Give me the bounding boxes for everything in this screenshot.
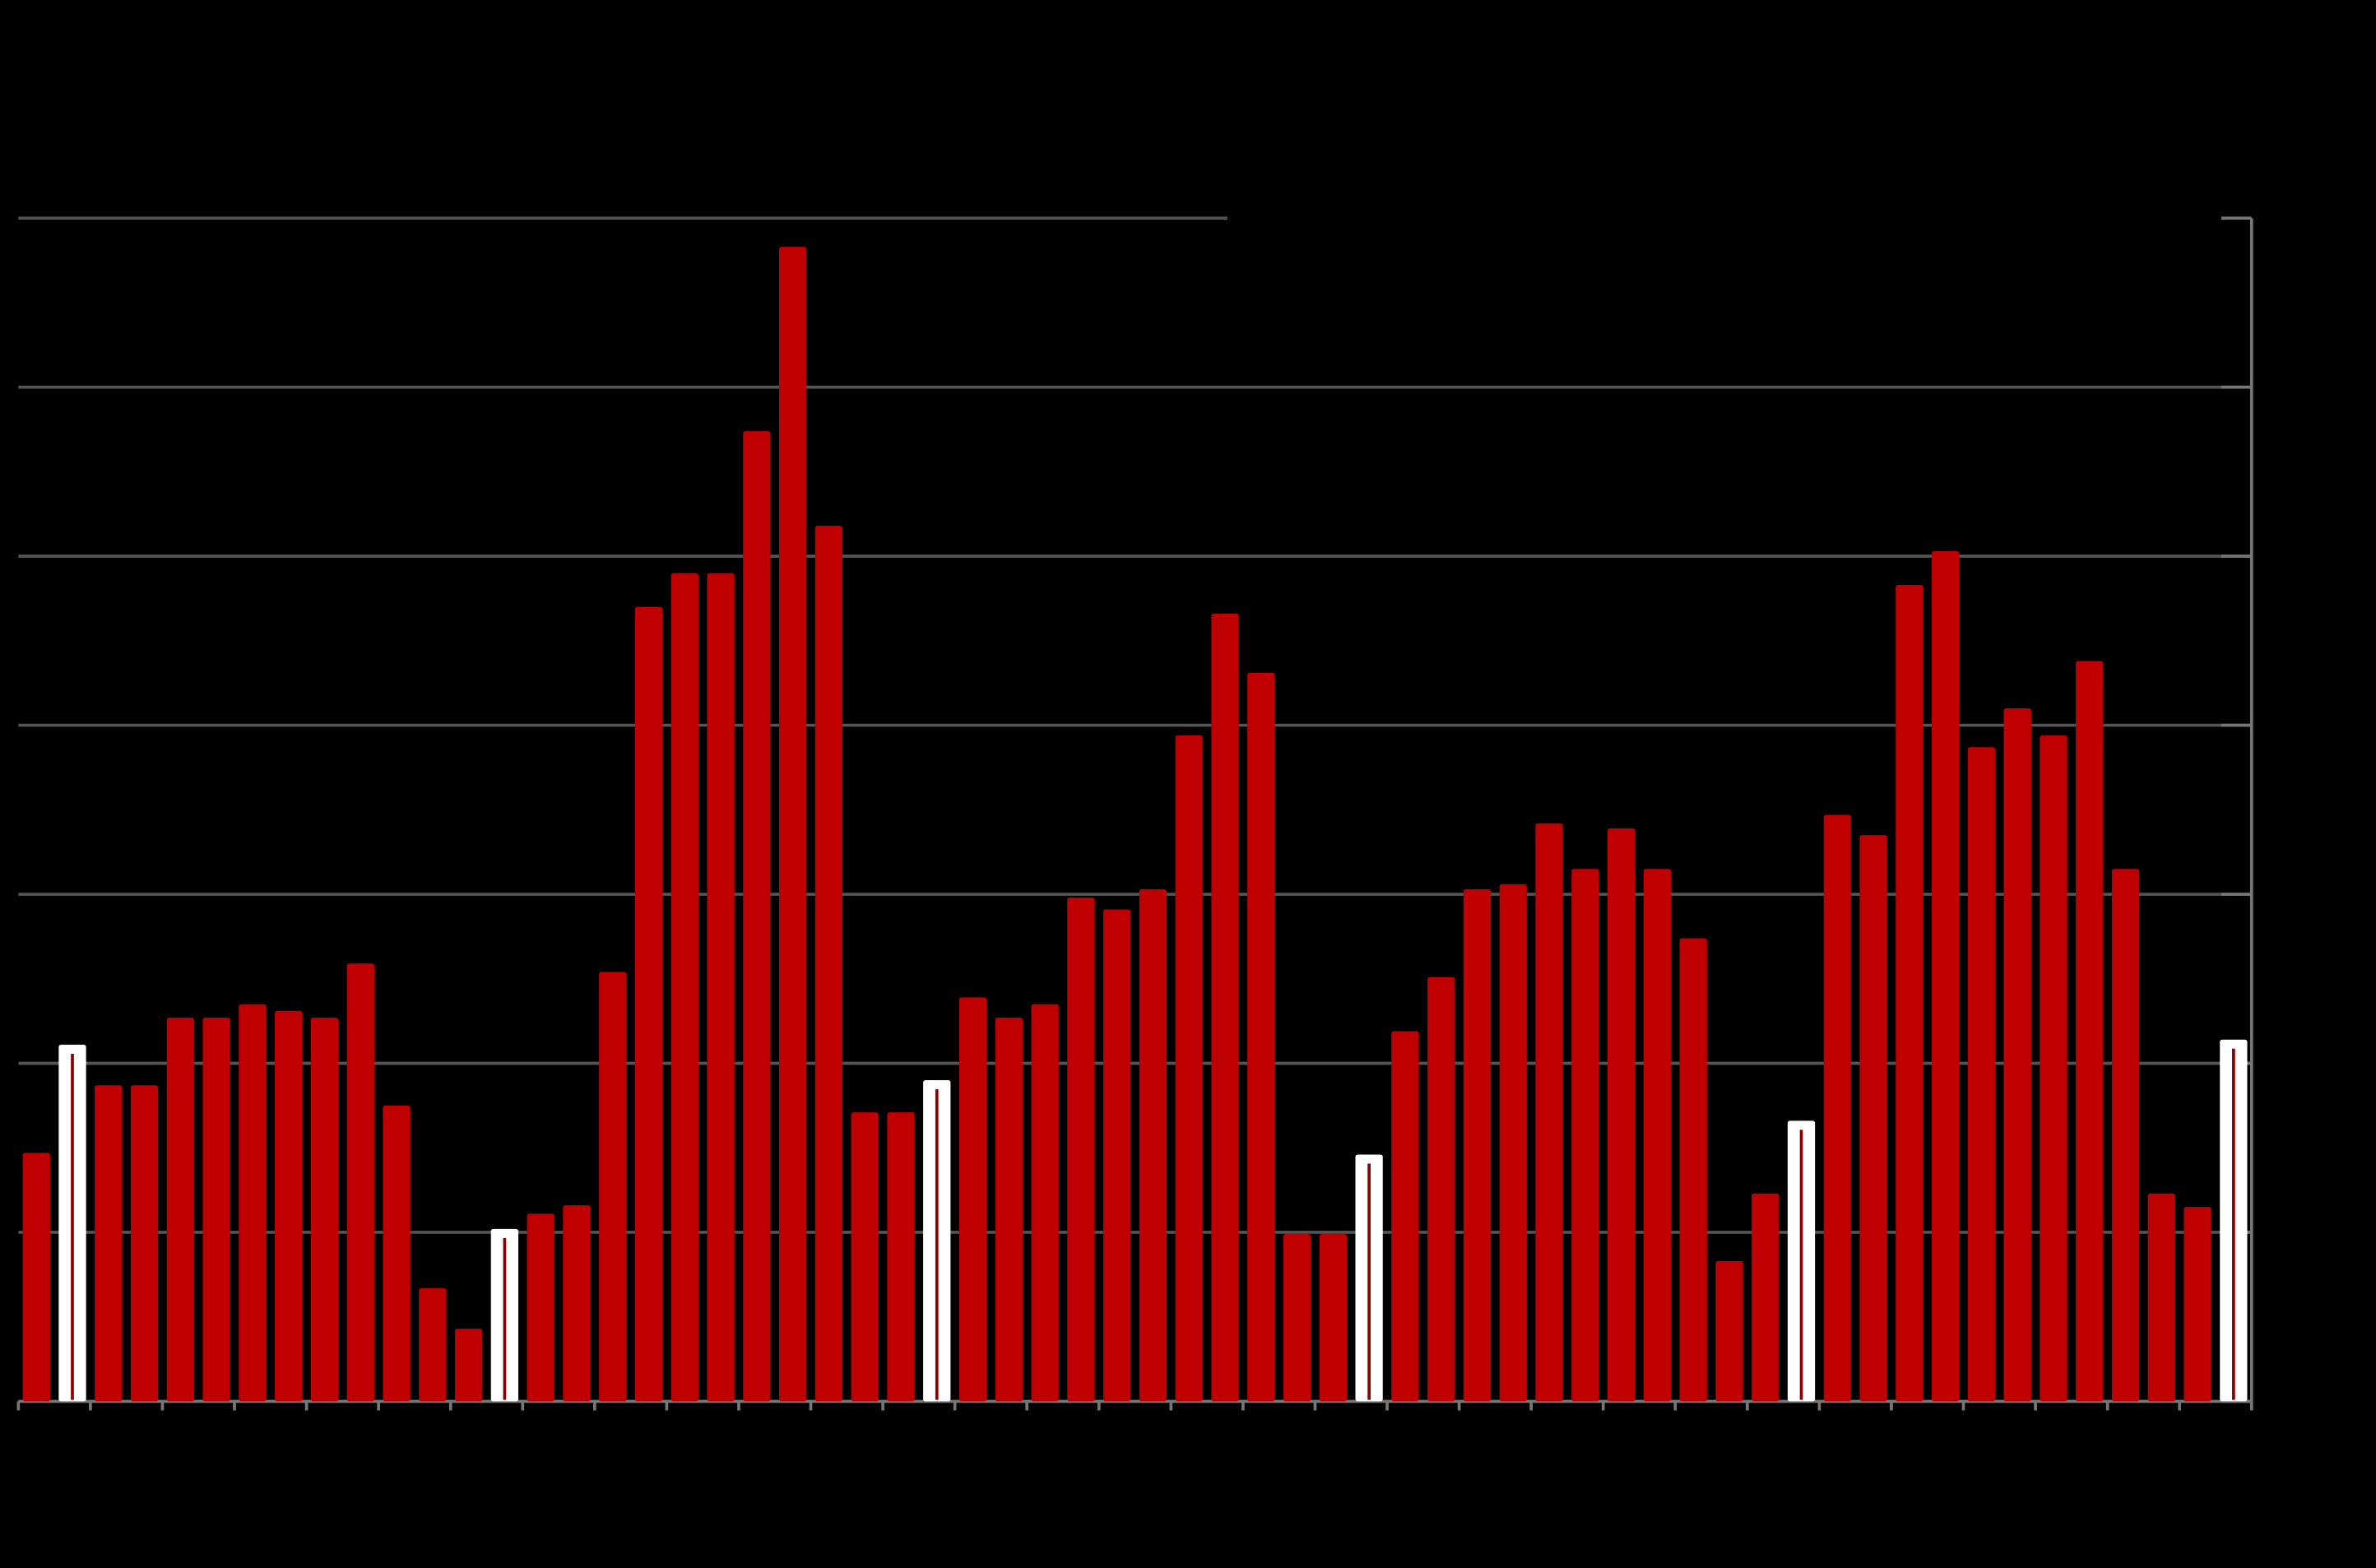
bar	[814, 526, 843, 1402]
bar	[634, 606, 663, 1402]
bar	[958, 997, 987, 1402]
bar	[383, 1105, 411, 1402]
bar	[2040, 735, 2067, 1402]
bar	[22, 1153, 50, 1402]
y-tick-label: 6	[2263, 374, 2275, 397]
bar	[419, 1287, 447, 1402]
bar	[1752, 1193, 1780, 1402]
bar	[995, 1018, 1023, 1402]
y-tick-label: 3	[2263, 882, 2275, 905]
bar	[1823, 814, 1851, 1402]
bar	[202, 1018, 230, 1402]
bar	[851, 1112, 879, 1402]
bar	[2003, 708, 2031, 1402]
bar	[1607, 828, 1636, 1402]
y-tick-label: 7	[2263, 206, 2275, 229]
bar	[1859, 835, 1887, 1402]
bar	[1283, 1234, 1311, 1402]
bar	[887, 1112, 915, 1402]
bar	[130, 1085, 159, 1402]
bar	[1139, 888, 1167, 1402]
bar	[1571, 869, 1599, 1402]
bar	[239, 1004, 267, 1402]
bar	[1103, 909, 1131, 1402]
bar	[454, 1329, 483, 1402]
bar	[1031, 1004, 1059, 1402]
bar	[95, 1085, 123, 1402]
bar	[1175, 735, 1203, 1402]
bar	[671, 573, 698, 1402]
bar	[2111, 869, 2140, 1402]
bar	[2076, 661, 2104, 1402]
bar	[1463, 888, 1492, 1402]
y-tick-label: 2	[2263, 1051, 2275, 1074]
bar	[1391, 1031, 1419, 1402]
bar	[1499, 884, 1527, 1402]
bar	[1679, 938, 1707, 1402]
bar	[743, 431, 771, 1402]
bar	[563, 1205, 591, 1402]
bar	[2183, 1207, 2211, 1402]
bar	[2147, 1193, 2175, 1402]
bar	[778, 247, 807, 1402]
bar	[1715, 1260, 1743, 1402]
bar	[1247, 672, 1275, 1402]
bar	[275, 1010, 303, 1402]
bar	[1896, 585, 1924, 1402]
y-tick-label: 1	[2263, 1220, 2275, 1243]
bar	[1211, 613, 1239, 1402]
y-tick-label: 0	[2263, 1389, 2275, 1412]
bar	[599, 972, 627, 1402]
y-tick-label: 4	[2263, 712, 2275, 735]
bar	[310, 1018, 339, 1402]
bar	[166, 1018, 194, 1402]
bar	[1643, 869, 1672, 1402]
bar	[1931, 550, 1960, 1402]
bar	[1427, 977, 1455, 1402]
bar	[1967, 747, 1996, 1402]
bar	[1535, 823, 1563, 1402]
bar	[1319, 1234, 1347, 1402]
bar	[1067, 898, 1095, 1402]
bar	[346, 963, 374, 1402]
bar	[527, 1213, 555, 1402]
bar	[707, 573, 735, 1402]
y-tick-label: 5	[2263, 544, 2275, 567]
